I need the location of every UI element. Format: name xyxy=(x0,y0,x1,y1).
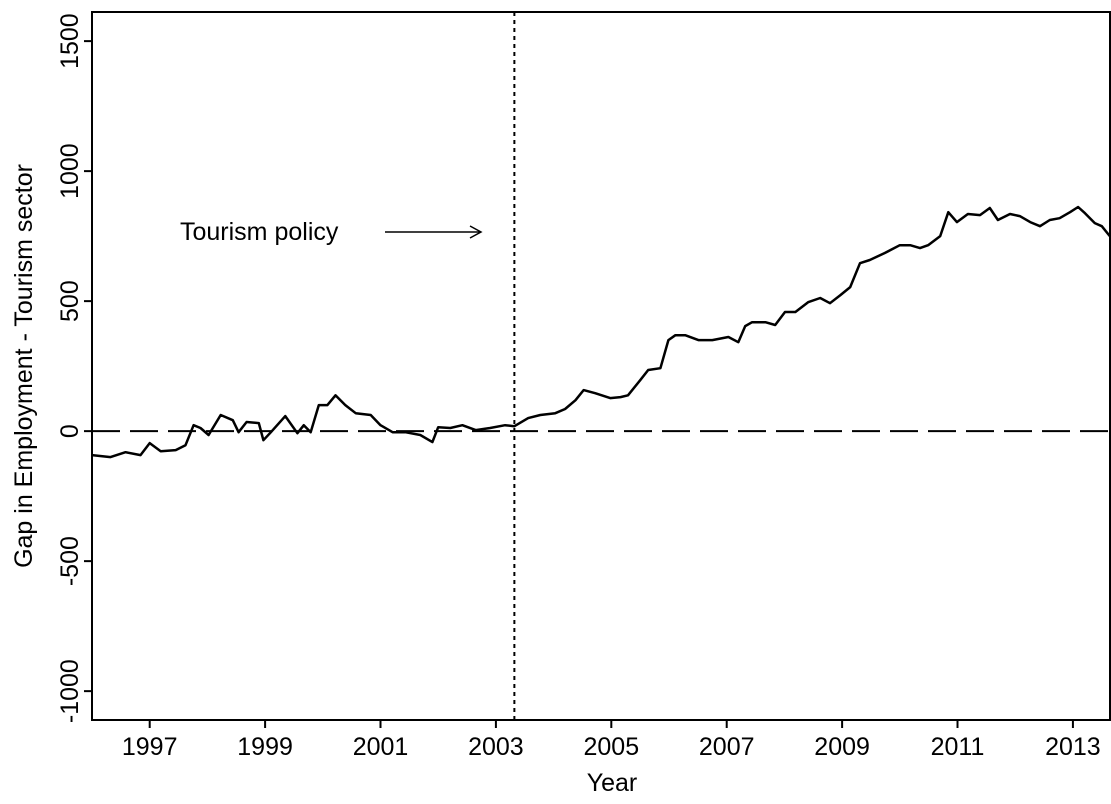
x-tick-label: 2009 xyxy=(814,733,870,761)
annotation: Tourism policy xyxy=(180,218,339,246)
x-tick-label: 2005 xyxy=(583,733,639,761)
x-tick-label: 2001 xyxy=(353,733,409,761)
y-tick-label: 1000 xyxy=(56,143,84,199)
x-tick-label: 2007 xyxy=(699,733,755,761)
y-tick-label: -500 xyxy=(56,536,84,586)
arrow-head xyxy=(469,225,483,239)
x-tick-label: 2003 xyxy=(468,733,524,761)
x-tick-label: 2013 xyxy=(1045,733,1101,761)
x-tick-label: 1999 xyxy=(237,733,293,761)
y-tick-label: -1000 xyxy=(56,659,84,723)
y-tick-label: 500 xyxy=(56,280,84,322)
y-tick-label: 0 xyxy=(56,424,84,438)
x-axis-title: Year xyxy=(587,769,638,797)
plot-frame xyxy=(91,11,1111,721)
x-tick-label: 1997 xyxy=(122,733,178,761)
data-line xyxy=(91,205,1111,459)
y-axis-title: Gap in Employment - Tourism sector xyxy=(10,164,38,568)
x-tick-label: 2011 xyxy=(931,733,985,761)
y-tick-label: 1500 xyxy=(56,13,84,69)
